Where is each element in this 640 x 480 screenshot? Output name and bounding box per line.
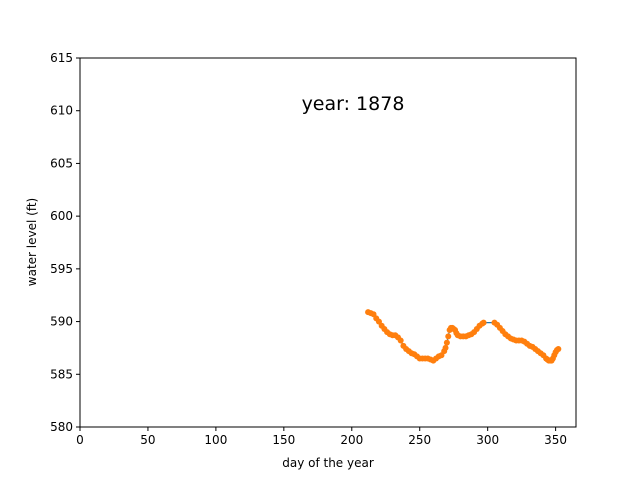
y-tick-label: 590 bbox=[50, 315, 73, 329]
x-axis: 0 50 100 150 200 250 300 350 bbox=[76, 427, 567, 447]
y-axis-label: water level (ft) bbox=[25, 198, 39, 286]
year-annotation: year: 1878 bbox=[302, 93, 405, 115]
y-tick-label: 595 bbox=[50, 262, 73, 276]
y-tick-label: 610 bbox=[50, 104, 73, 118]
y-tick-label: 615 bbox=[50, 51, 73, 65]
x-tick-label: 300 bbox=[476, 433, 499, 447]
y-tick-label: 600 bbox=[50, 209, 73, 223]
data-point bbox=[480, 319, 487, 326]
x-tick-label: 0 bbox=[76, 433, 84, 447]
data-point bbox=[397, 337, 404, 344]
x-axis-label: day of the year bbox=[282, 456, 374, 470]
x-tick-label: 150 bbox=[272, 433, 295, 447]
data-layer bbox=[365, 309, 562, 364]
y-tick-label: 580 bbox=[50, 420, 73, 434]
data-point bbox=[555, 345, 562, 352]
y-tick-label: 605 bbox=[50, 156, 73, 170]
y-axis: 580 585 590 595 600 605 610 615 bbox=[50, 51, 80, 434]
x-tick-label: 200 bbox=[340, 433, 363, 447]
x-tick-label: 350 bbox=[544, 433, 567, 447]
x-tick-label: 100 bbox=[204, 433, 227, 447]
data-point bbox=[442, 344, 449, 351]
x-tick-label: 250 bbox=[408, 433, 431, 447]
data-point bbox=[443, 339, 450, 346]
x-tick-label: 50 bbox=[140, 433, 155, 447]
data-point bbox=[445, 333, 452, 340]
y-tick-label: 585 bbox=[50, 367, 73, 381]
plot-frame bbox=[79, 57, 577, 428]
